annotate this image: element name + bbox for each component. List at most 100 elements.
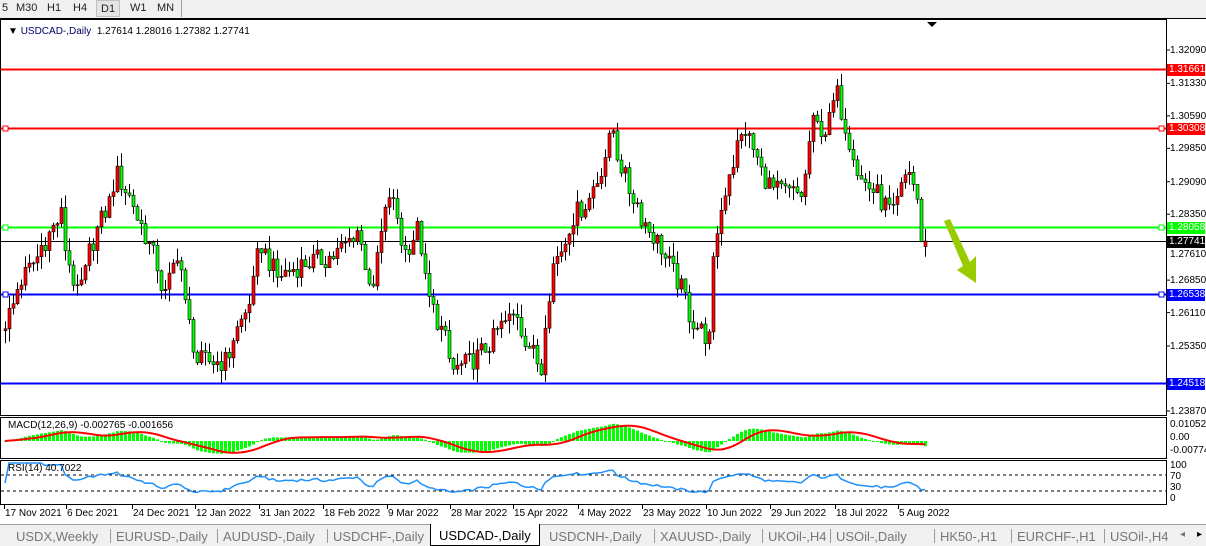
candle-body — [719, 209, 724, 234]
macd-bar — [84, 436, 87, 441]
high-value: 1.28016 — [135, 26, 172, 37]
candle-body — [115, 165, 120, 193]
candle-body — [203, 350, 208, 353]
macd-bar — [488, 441, 491, 451]
macd-bar — [556, 438, 559, 441]
candle-body — [67, 250, 72, 266]
candle-body — [815, 114, 820, 122]
candle-body — [651, 232, 656, 244]
chart-tab[interactable]: AUDUSD-,Daily — [223, 529, 315, 544]
chart-tab[interactable]: USDCHF-,Daily — [333, 529, 424, 544]
macd-bar — [564, 435, 567, 441]
macd-bar — [596, 427, 599, 441]
macd-bar — [408, 437, 411, 441]
candle-body — [367, 269, 372, 285]
candle-body — [707, 331, 712, 345]
chart-tab[interactable]: USDX,Weekly — [16, 529, 99, 544]
candle-body — [611, 130, 616, 134]
macd-bar — [424, 439, 427, 441]
candle-body — [95, 226, 100, 251]
candle-body — [639, 202, 644, 227]
macd-bar — [640, 432, 643, 441]
candle-body — [35, 256, 40, 264]
candle-body — [623, 167, 628, 174]
date-tick-label: 9 Mar 2022 — [388, 508, 439, 519]
candle-body — [859, 175, 864, 180]
timeframe-h4[interactable]: H4 — [73, 2, 88, 14]
candle-body — [647, 222, 652, 233]
chart-tab[interactable]: USDCNH-,Daily — [549, 529, 642, 544]
macd-bar — [612, 423, 615, 441]
timeframe-d1[interactable]: D1 — [96, 0, 121, 17]
macd-bar — [744, 430, 747, 441]
tab-separator — [1011, 529, 1012, 543]
timeframe-w1[interactable]: W1 — [130, 2, 147, 14]
rsi-line — [4, 462, 926, 494]
tab-separator — [830, 529, 831, 543]
chart-tab[interactable]: EURCHF-,H1 — [1017, 529, 1096, 544]
chart-tab[interactable]: XAUUSD-,Daily — [660, 529, 752, 544]
macd-bar — [80, 436, 83, 441]
macd-bar — [116, 431, 119, 441]
macd-bar — [272, 437, 275, 441]
symbol-label: USDCAD-,Daily — [20, 26, 92, 37]
candle-body — [407, 249, 412, 255]
macd-bar — [804, 437, 807, 441]
candle-body — [359, 230, 364, 245]
macd-bar — [772, 432, 775, 441]
candle-body — [107, 196, 112, 218]
tab-separator — [217, 529, 218, 543]
macd-bar — [248, 441, 251, 447]
timeframe-h1[interactable]: H1 — [47, 2, 62, 14]
candle-body — [751, 133, 756, 150]
macd-bar — [524, 441, 527, 445]
timeframe-m30[interactable]: M30 — [16, 2, 38, 14]
macd-bar — [312, 437, 315, 441]
chart-tab[interactable]: USOil-,Daily — [836, 529, 907, 544]
macd-bar — [856, 436, 859, 441]
macd-bar — [820, 433, 823, 441]
candle-body — [659, 234, 664, 255]
timeframe-m5[interactable]: 5 — [2, 2, 9, 14]
candle-body — [47, 231, 52, 252]
macd-bar — [168, 441, 171, 444]
macd-bar — [904, 441, 907, 444]
candle-body — [427, 273, 432, 297]
timeframe-mn[interactable]: MN — [157, 2, 175, 14]
macd-bar — [792, 435, 795, 441]
date-tick-label: 23 May 2022 — [643, 508, 701, 519]
candle-body — [699, 323, 704, 329]
low-value: 1.27382 — [174, 26, 211, 37]
chart-tab[interactable]: EURUSD-,Daily — [116, 529, 208, 544]
rsi-tick: 70 — [1170, 471, 1182, 482]
date-tick-label: 18 Jul 2022 — [836, 508, 888, 519]
candle-body — [263, 248, 268, 254]
close-value: 1.27741 — [213, 26, 250, 37]
candle-body — [159, 270, 164, 291]
date-tick-label: 4 May 2022 — [579, 508, 632, 519]
level-price-label: 1.28058 — [1167, 222, 1206, 234]
candle-body — [683, 278, 688, 293]
chart-tab[interactable]: UKOil-,H4 — [768, 529, 827, 544]
chart-tab[interactable]: USOil-,H4 — [1110, 529, 1169, 544]
macd-bar — [572, 432, 575, 441]
tab-scroll-right-icon[interactable]: ▸ — [1197, 529, 1203, 540]
candle-body — [803, 173, 808, 198]
candle-body — [287, 269, 292, 272]
tab-scroll-left-icon[interactable]: ◂ — [1180, 529, 1186, 540]
candle-body — [491, 328, 496, 352]
candle-body — [323, 264, 328, 268]
macd-bar — [440, 441, 443, 447]
macd-bar — [340, 436, 343, 441]
candle-body — [71, 264, 76, 286]
macd-bar — [736, 433, 739, 441]
macd-bar — [636, 430, 639, 441]
chart-tab[interactable]: USDCAD-,Daily — [430, 524, 540, 546]
chart-menu-icon[interactable]: ▼ — [8, 26, 18, 37]
chart-tab[interactable]: HK50-,H1 — [940, 529, 998, 544]
macd-bar — [324, 437, 327, 441]
candle-body — [75, 284, 80, 287]
macd-bar — [520, 441, 523, 444]
candle-body — [663, 253, 668, 259]
